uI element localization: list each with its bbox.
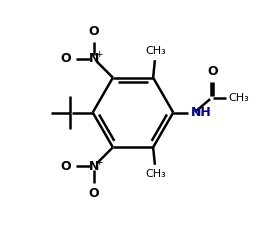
Text: +: + (95, 158, 102, 167)
Text: NH: NH (190, 106, 211, 119)
Text: N: N (89, 52, 99, 65)
Text: CH₃: CH₃ (229, 93, 250, 103)
Text: ⁻: ⁻ (63, 52, 69, 63)
Text: CH₃: CH₃ (145, 46, 166, 56)
Text: CH₃: CH₃ (145, 169, 166, 179)
Text: ⁻: ⁻ (63, 160, 69, 170)
Text: O: O (60, 160, 71, 173)
Text: O: O (207, 65, 218, 78)
Text: O: O (89, 25, 99, 38)
Text: O: O (60, 52, 71, 65)
Text: N: N (89, 160, 99, 173)
Text: O: O (89, 187, 99, 200)
Text: +: + (95, 50, 102, 59)
